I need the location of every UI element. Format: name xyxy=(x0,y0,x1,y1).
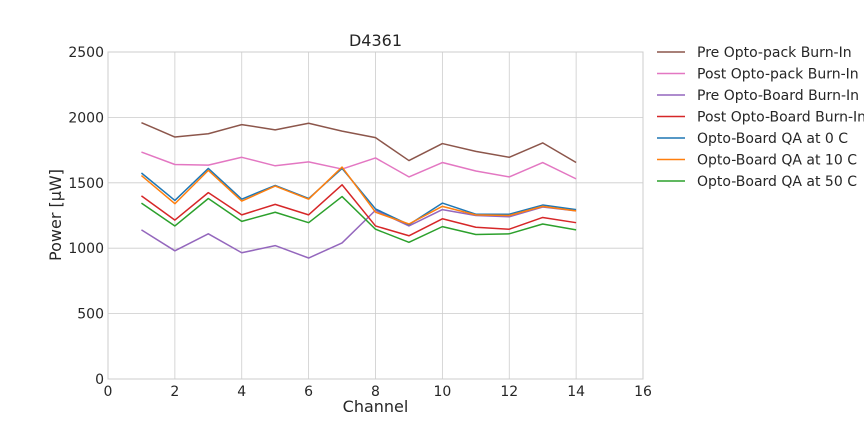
series-line-1 xyxy=(141,121,577,164)
series-lines xyxy=(140,121,577,259)
series-line-6 xyxy=(140,166,577,225)
series-line-7 xyxy=(141,195,577,244)
x-tick-label: 8 xyxy=(371,384,380,400)
x-axis-label: Channel xyxy=(343,397,409,416)
legend-label: Opto-Board QA at 10 C xyxy=(697,153,857,169)
legend-label: Pre Opto-pack Burn-In xyxy=(697,45,852,61)
y-tick-label: 500 xyxy=(77,307,104,323)
x-tick-label: 6 xyxy=(304,384,313,400)
x-tick-label: 4 xyxy=(237,384,246,400)
y-tick-label: 2000 xyxy=(68,110,104,126)
x-tick-label: 10 xyxy=(433,384,451,400)
series-line-4 xyxy=(141,184,577,237)
legend-label: Opto-Board QA at 50 C xyxy=(697,174,857,190)
legend-label: Post Opto-pack Burn-In xyxy=(697,67,859,83)
y-axis-label: Power [μW] xyxy=(46,169,65,261)
y-tick-label: 0 xyxy=(95,372,104,388)
y-tick-label: 1500 xyxy=(68,176,104,192)
plot-frame xyxy=(107,51,644,380)
series-line-2 xyxy=(141,151,577,180)
x-tick-label: 0 xyxy=(104,384,113,400)
y-tick-label: 1000 xyxy=(68,241,104,257)
tick-labels: 0 2 4 6 8 10 12 14 16 0 500 1000 1500 2000 2500 xyxy=(68,45,652,400)
x-tick-label: 12 xyxy=(500,384,518,400)
chart-title: D4361 xyxy=(349,31,402,50)
x-tick-label: 2 xyxy=(170,384,179,400)
legend-label: Opto-Board QA at 0 C xyxy=(697,131,848,147)
series-line-3 xyxy=(141,206,577,259)
x-tick-label: 14 xyxy=(567,384,585,400)
x-tick-label: 16 xyxy=(634,384,652,400)
legend-label: Post Opto-Board Burn-In xyxy=(697,110,864,126)
y-tick-label: 2500 xyxy=(68,45,104,61)
legend-label: Pre Opto-Board Burn-In xyxy=(697,88,859,104)
legend: Pre Opto-pack Burn-In Post Opto-pack Burn… xyxy=(657,45,864,190)
